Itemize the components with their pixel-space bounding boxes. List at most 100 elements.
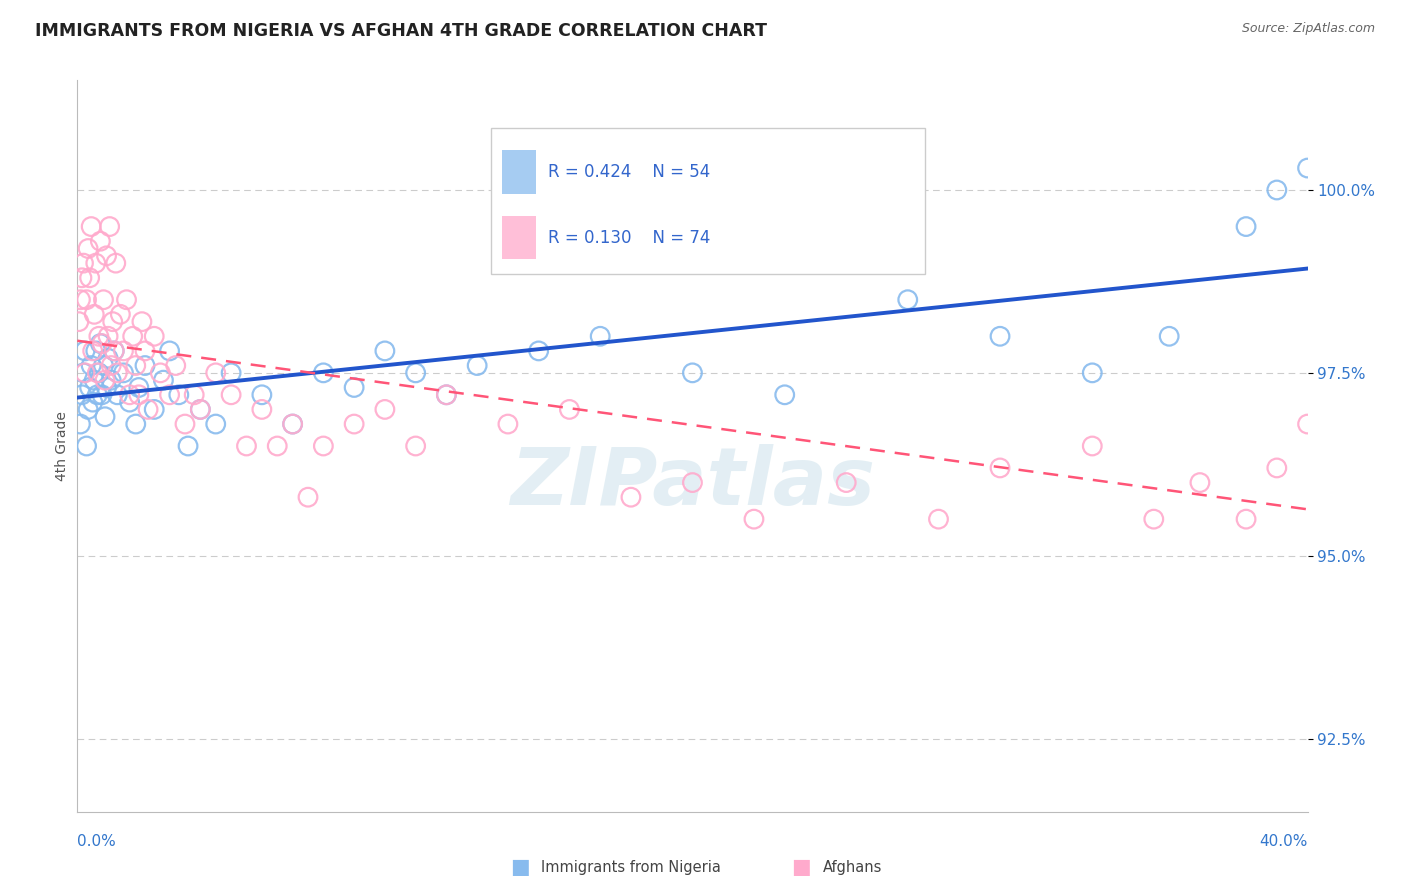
Point	[110, 307, 132, 321]
Point	[93, 359, 115, 373]
Point	[527, 343, 550, 358]
Point	[83, 307, 105, 321]
Point	[436, 388, 458, 402]
Point	[558, 402, 581, 417]
Point	[219, 366, 242, 380]
Point	[1081, 366, 1104, 380]
Point	[87, 366, 110, 380]
Point	[928, 512, 950, 526]
Point	[620, 490, 643, 504]
Text: IMMIGRANTS FROM NIGERIA VS AFGHAN 4TH GRADE CORRELATION CHART: IMMIGRANTS FROM NIGERIA VS AFGHAN 4TH GR…	[35, 22, 768, 40]
Point	[70, 388, 93, 402]
Point	[1143, 512, 1166, 526]
Text: Afghans: Afghans	[823, 860, 882, 874]
Point	[125, 359, 148, 373]
Point	[682, 366, 704, 380]
FancyBboxPatch shape	[491, 128, 925, 274]
Point	[101, 315, 124, 329]
Point	[297, 490, 319, 504]
Point	[405, 366, 427, 380]
Point	[104, 256, 127, 270]
Bar	[502, 216, 536, 260]
Point	[159, 388, 181, 402]
Point	[90, 336, 114, 351]
Point	[76, 439, 98, 453]
Point	[1234, 512, 1257, 526]
Point	[112, 366, 135, 380]
Point	[69, 417, 91, 431]
Point	[77, 242, 100, 256]
Point	[69, 293, 91, 307]
Point	[250, 388, 273, 402]
Point	[149, 366, 172, 380]
Point	[1234, 219, 1257, 234]
Point	[87, 329, 110, 343]
Point	[80, 219, 103, 234]
Point	[128, 380, 150, 394]
Point	[1296, 417, 1319, 431]
Point	[897, 293, 920, 307]
Point	[67, 315, 90, 329]
Point	[143, 402, 166, 417]
Point	[773, 388, 796, 402]
Text: ■: ■	[510, 857, 530, 877]
Point	[742, 512, 765, 526]
Point	[121, 329, 143, 343]
Point	[436, 388, 458, 402]
Point	[70, 270, 93, 285]
Point	[204, 366, 226, 380]
Point	[312, 366, 335, 380]
Point	[405, 439, 427, 453]
Point	[159, 343, 181, 358]
Point	[988, 461, 1011, 475]
Text: 0.0%: 0.0%	[77, 834, 117, 848]
Point	[1296, 161, 1319, 175]
Point	[98, 219, 121, 234]
Point	[143, 329, 166, 343]
Point	[103, 343, 125, 358]
Point	[79, 380, 101, 394]
Point	[83, 373, 105, 387]
Point	[496, 417, 519, 431]
Point	[89, 234, 111, 248]
Point	[188, 402, 212, 417]
Point	[1188, 475, 1211, 490]
Point	[131, 315, 153, 329]
Bar	[502, 150, 536, 194]
Point	[93, 293, 115, 307]
Point	[136, 402, 159, 417]
Point	[374, 402, 396, 417]
Text: ZIPatlas: ZIPatlas	[510, 443, 875, 522]
Point	[152, 373, 174, 387]
Text: R = 0.130    N = 74: R = 0.130 N = 74	[548, 228, 710, 246]
Point	[250, 402, 273, 417]
Point	[105, 366, 128, 380]
Text: ■: ■	[792, 857, 811, 877]
Point	[96, 249, 118, 263]
Point	[1081, 439, 1104, 453]
Point	[835, 475, 858, 490]
Text: 40.0%: 40.0%	[1260, 834, 1308, 848]
Y-axis label: 4th Grade: 4th Grade	[55, 411, 69, 481]
Point	[1159, 329, 1181, 343]
Point	[118, 388, 141, 402]
Point	[266, 439, 288, 453]
Point	[79, 270, 101, 285]
Text: R = 0.424    N = 54: R = 0.424 N = 54	[548, 162, 710, 181]
Point	[115, 293, 138, 307]
Point	[77, 402, 100, 417]
Text: Immigrants from Nigeria: Immigrants from Nigeria	[541, 860, 721, 874]
Point	[97, 329, 120, 343]
Point	[219, 388, 242, 402]
Point	[134, 343, 156, 358]
Point	[86, 388, 108, 402]
Point	[374, 343, 396, 358]
Point	[465, 359, 488, 373]
Point	[128, 388, 150, 402]
Point	[97, 351, 120, 366]
Point	[86, 366, 108, 380]
Point	[76, 293, 98, 307]
Point	[167, 388, 190, 402]
Point	[165, 359, 187, 373]
Point	[72, 366, 94, 380]
